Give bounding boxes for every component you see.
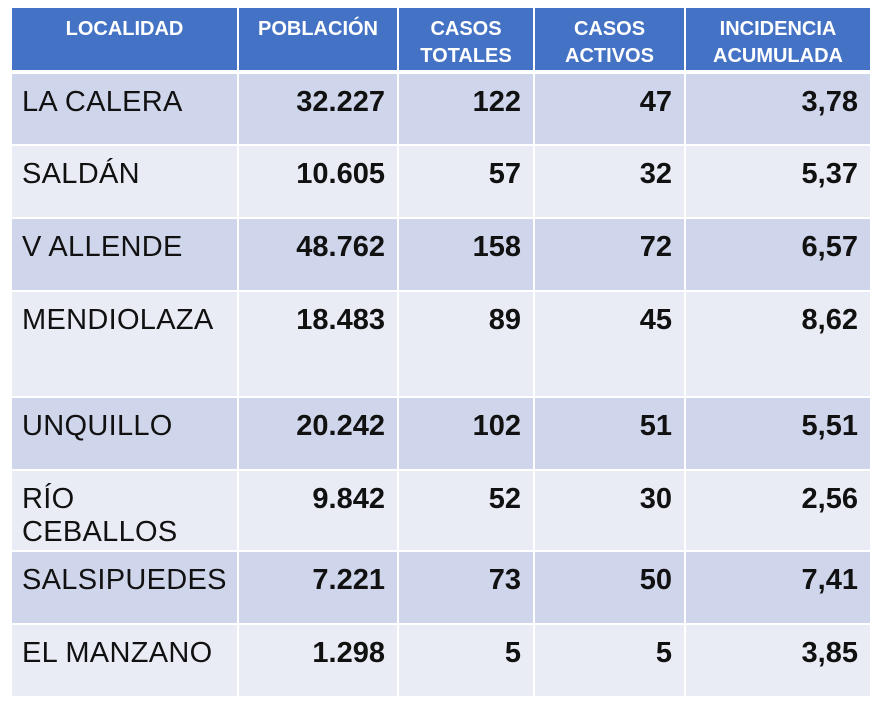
cell-casos-activos: 30: [534, 470, 686, 552]
cell-casos-totales: 158: [398, 218, 535, 292]
cell-incidencia: 3,78: [685, 72, 870, 146]
header-localidad: LOCALIDAD: [12, 8, 239, 74]
table-row: SALSIPUEDES 7.221 73 50 7,41: [12, 551, 870, 625]
cell-casos-activos: 72: [534, 218, 686, 292]
cell-casos-totales: 102: [398, 397, 535, 471]
cell-localidad: RÍO CEBALLOS: [12, 470, 239, 552]
header-casos-activos: CASOS ACTIVOS: [534, 8, 686, 74]
table-row: UNQUILLO 20.242 102 51 5,51: [12, 397, 870, 471]
covid-cases-table-container: LOCALIDAD POBLACIÓN CASOS TOTALES CASOS …: [12, 8, 870, 698]
cell-casos-totales: 122: [398, 72, 535, 146]
cell-localidad: UNQUILLO: [12, 397, 239, 471]
header-incidencia-line-1: INCIDENCIA: [719, 18, 837, 40]
cell-poblacion: 9.842: [238, 470, 399, 552]
cell-poblacion: 48.762: [238, 218, 399, 292]
covid-cases-table: LOCALIDAD POBLACIÓN CASOS TOTALES CASOS …: [12, 8, 870, 698]
cell-casos-activos: 45: [534, 291, 686, 398]
table-row: MENDIOLAZA 18.483 89 45 8,62: [12, 291, 870, 398]
cell-casos-totales: 89: [398, 291, 535, 398]
cell-incidencia: 8,62: [685, 291, 870, 398]
header-poblacion-line-1: POBLACIÓN: [258, 18, 378, 40]
cell-casos-activos: 50: [534, 551, 686, 625]
cell-localidad: SALDÁN: [12, 145, 239, 219]
cell-poblacion: 10.605: [238, 145, 399, 219]
cell-poblacion: 18.483: [238, 291, 399, 398]
cell-localidad: MENDIOLAZA: [12, 291, 239, 398]
cell-incidencia: 3,85: [685, 624, 870, 698]
cell-casos-activos: 5: [534, 624, 686, 698]
table-row: V ALLENDE 48.762 158 72 6,57: [12, 218, 870, 292]
cell-incidencia: 6,57: [685, 218, 870, 292]
cell-casos-totales: 73: [398, 551, 535, 625]
cell-poblacion: 1.298: [238, 624, 399, 698]
cell-casos-totales: 57: [398, 145, 535, 219]
cell-incidencia: 2,56: [685, 470, 870, 552]
cell-casos-activos: 47: [534, 72, 686, 146]
header-incidencia-line-2: ACUMULADA: [713, 45, 843, 67]
header-localidad-line-1: LOCALIDAD: [65, 18, 184, 40]
cell-localidad: V ALLENDE: [12, 218, 239, 292]
table-row: SALDÁN 10.605 57 32 5,37: [12, 145, 870, 219]
table-row: EL MANZANO 1.298 5 5 3,85: [12, 624, 870, 698]
cell-poblacion: 32.227: [238, 72, 399, 146]
header-casos-totales-line-2: TOTALES: [420, 45, 512, 67]
cell-incidencia: 7,41: [685, 551, 870, 625]
cell-incidencia: 5,51: [685, 397, 870, 471]
cell-casos-totales: 52: [398, 470, 535, 552]
cell-casos-totales: 5: [398, 624, 535, 698]
cell-casos-activos: 51: [534, 397, 686, 471]
header-casos-totales: CASOS TOTALES: [398, 8, 535, 74]
cell-localidad: SALSIPUEDES: [12, 551, 239, 625]
header-poblacion: POBLACIÓN: [238, 8, 399, 74]
cell-localidad: LA CALERA: [12, 72, 239, 146]
cell-localidad: EL MANZANO: [12, 624, 239, 698]
header-incidencia-acumulada: INCIDENCIA ACUMULADA: [685, 8, 870, 74]
table-row: RÍO CEBALLOS 9.842 52 30 2,56: [12, 470, 870, 552]
header-row: LOCALIDAD POBLACIÓN CASOS TOTALES CASOS …: [12, 8, 870, 74]
header-casos-activos-line-2: ACTIVOS: [565, 45, 654, 67]
cell-incidencia: 5,37: [685, 145, 870, 219]
header-casos-activos-line-1: CASOS: [573, 18, 646, 40]
cell-poblacion: 7.221: [238, 551, 399, 625]
cell-casos-activos: 32: [534, 145, 686, 219]
cell-poblacion: 20.242: [238, 397, 399, 471]
table-row: LA CALERA 32.227 122 47 3,78: [12, 72, 870, 146]
header-casos-totales-line-1: CASOS: [430, 18, 502, 40]
